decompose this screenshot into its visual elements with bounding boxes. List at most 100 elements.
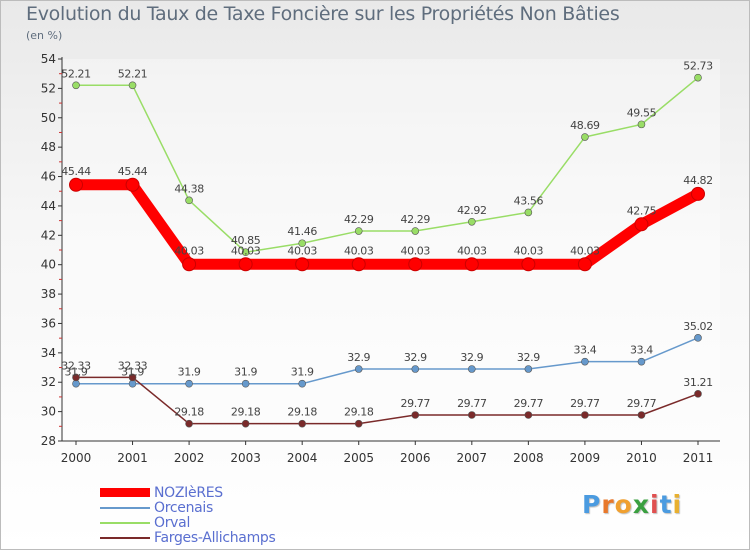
y-tick-label: 42 [41,228,56,242]
legend-label-orcenais: Orcenais [154,499,214,516]
data-point [408,257,423,272]
logo-letter: t [659,490,673,519]
data-label: 43.56 [514,194,544,207]
data-point [354,227,363,235]
series-line-orcenais [75,337,699,385]
x-tick-label: 2011 [683,451,714,465]
data-label: 40.03 [287,244,317,257]
logo-letter: o [614,490,633,519]
y-tick-label: 50 [41,111,56,125]
data-label: 45.44 [118,165,148,178]
legend-label-orval: Orval [154,514,191,531]
x-tick-label: 2004 [287,451,318,465]
y-tick-label: 40 [41,258,56,272]
logo-letter: r [601,490,615,519]
data-label: 32.33 [61,359,91,372]
data-label: 42.92 [457,204,487,217]
y-tick-label: 28 [41,434,56,448]
data-point [72,373,80,382]
data-label: 29.18 [174,406,204,419]
data-label: 40.85 [231,234,261,247]
data-point [411,365,420,373]
data-label: 42.29 [401,213,431,226]
data-point [241,248,250,257]
data-label: 32.33 [118,359,148,372]
data-label: 31.9 [291,366,314,379]
legend-item-orval: Orval [100,514,276,531]
data-label: 52.73 [683,60,713,73]
data-label: 32.9 [517,351,540,364]
data-point [694,390,702,398]
data-label: 40.03 [457,244,487,257]
proxiti-logo: Proxiti [582,490,682,519]
y-tick-label: 44 [41,199,56,213]
x-tick-label: 2003 [230,451,261,465]
data-point [185,379,193,388]
series-line-orval [75,76,699,253]
data-point [521,257,536,272]
chart-title: Evolution du Taux de Taxe Foncière sur l… [26,3,620,25]
data-label: 29.77 [570,397,600,410]
y-tick-label: 30 [41,405,56,419]
y-tick-label: 46 [41,170,56,184]
data-point [185,196,193,205]
data-point [128,379,137,388]
data-label: 40.03 [174,244,204,257]
data-label: 49.55 [627,106,657,119]
data-point [351,257,366,272]
data-point [354,365,363,373]
data-point [298,379,306,388]
data-point [524,208,533,217]
y-tick-label: 48 [41,140,56,154]
data-point [694,73,702,82]
logo-letter: i [650,490,660,519]
data-label: 31.9 [178,366,201,379]
data-label: 40.03 [570,244,600,257]
data-label: 40.03 [231,244,261,257]
data-point [637,357,646,366]
y-tick-label: 38 [41,287,56,301]
data-label: 31.9 [121,366,144,379]
data-point [577,257,592,272]
data-point [411,227,420,235]
y-axis-unit: (en %) [26,29,63,42]
data-label: 40.03 [401,244,431,257]
data-label: 44.82 [683,174,713,187]
logo-letter: P [582,490,602,519]
data-point [411,411,420,419]
data-point [185,419,193,428]
data-point [298,239,306,248]
data-label: 31.21 [683,376,713,389]
y-tick-label: 36 [41,316,56,330]
x-tick-label: 2005 [343,451,374,465]
data-point [637,411,646,419]
data-label: 29.77 [627,397,657,410]
y-tick-label: 54 [41,52,56,66]
y-tick-label: 32 [41,375,56,389]
data-label: 29.77 [457,397,487,410]
data-point [637,120,646,129]
data-label: 41.46 [287,225,317,238]
x-tick-label: 2010 [626,451,657,465]
series-line-farges-allichamps [75,376,699,425]
data-label: 45.44 [61,165,91,178]
data-label: 29.18 [287,406,317,419]
x-tick-label: 2009 [570,451,601,465]
y-tick-label: 34 [41,346,56,360]
data-point [69,177,83,192]
legend-item-orcenais: Orcenais [100,499,276,516]
x-tick-label: 2001 [117,451,148,465]
x-tick-label: 2002 [174,451,205,465]
data-label: 44.38 [174,182,204,195]
legend-item-nozieres: NOZIèRES [100,485,276,501]
data-point [182,257,197,272]
data-point [298,419,306,428]
legend-swatch-farges-allichamps [100,536,150,539]
data-point [128,373,137,382]
data-label: 42.75 [627,204,657,217]
data-label: 29.18 [344,406,374,419]
data-point [581,133,589,141]
legend-swatch-orcenais [100,506,150,509]
y-tick-label: 52 [41,81,56,95]
